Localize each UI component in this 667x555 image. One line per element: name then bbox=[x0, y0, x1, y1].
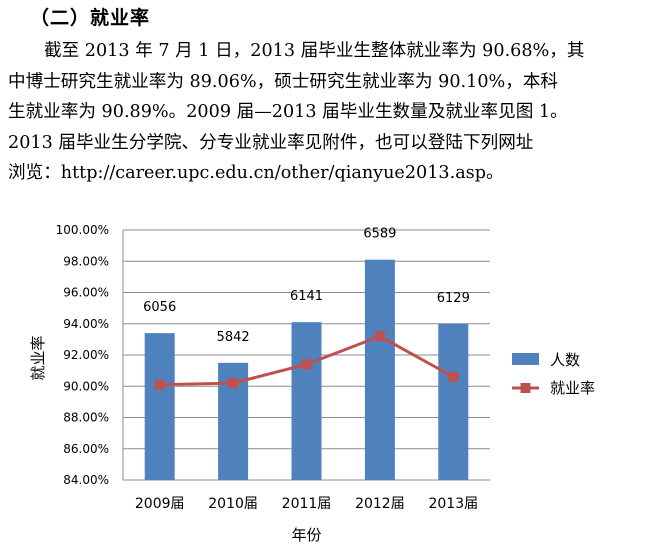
y-tick-label: 84.00% bbox=[63, 473, 109, 487]
bar bbox=[364, 259, 395, 480]
line-marker bbox=[301, 359, 312, 370]
y-tick-label: 86.00% bbox=[63, 442, 109, 456]
bar bbox=[144, 333, 175, 480]
employment-chart: 84.00% 86.00% 88.00% 90.00% 92.00% 94.00% 96.0… bbox=[29, 223, 595, 544]
bar-data-label: 6589 bbox=[363, 227, 396, 242]
x-tick-label: 2013届 bbox=[428, 496, 478, 512]
paragraph-line: 截至 2013 年 7 月 1 日，2013 届毕业生整体就业率为 90.68%… bbox=[44, 41, 585, 61]
bar bbox=[438, 323, 469, 480]
x-tick-label: 2010届 bbox=[208, 496, 258, 512]
bar-data-label: 6129 bbox=[437, 291, 470, 306]
y-tick-label: 98.00% bbox=[63, 254, 109, 268]
line-marker bbox=[374, 331, 385, 342]
y-tick-label: 94.00% bbox=[63, 317, 109, 331]
x-tick-label: 2009届 bbox=[135, 496, 185, 512]
bar-data-label: 6141 bbox=[290, 289, 323, 304]
x-axis-title: 年份 bbox=[291, 526, 321, 544]
bar-data-label: 5842 bbox=[217, 330, 250, 345]
section-heading: （二）就业率 bbox=[30, 7, 151, 29]
x-tick-label: 2012届 bbox=[355, 496, 405, 512]
line-marker bbox=[154, 379, 165, 390]
paragraph-line: 2013 届毕业生分学院、分专业就业率见附件，也可以登陆下列网址 bbox=[8, 132, 534, 153]
legend-swatch bbox=[512, 353, 539, 365]
y-tick-label: 88.00% bbox=[63, 411, 109, 425]
paragraph-line: 生就业率为 90.89%。2009 届—2013 届毕业生数量及就业率见图 1。 bbox=[8, 102, 568, 122]
y-tick-label: 96.00% bbox=[63, 286, 109, 300]
line-marker bbox=[228, 378, 239, 389]
y-tick-label: 100.00% bbox=[56, 223, 109, 237]
x-tick-label: 2011届 bbox=[282, 496, 332, 512]
y-axis-title: 就业率 bbox=[29, 335, 47, 380]
bar-data-label: 6056 bbox=[143, 300, 176, 315]
line-marker bbox=[448, 371, 459, 382]
legend-label: 人数 bbox=[550, 351, 580, 369]
legend-marker bbox=[520, 383, 531, 393]
paragraph-line: 浏览：http://career.upc.edu.cn/other/qianyu… bbox=[8, 163, 504, 183]
body-paragraph: 截至 2013 年 7 月 1 日，2013 届毕业生整体就业率为 90.68%… bbox=[8, 36, 663, 189]
legend-label: 就业率 bbox=[550, 379, 595, 397]
y-tick-label: 90.00% bbox=[63, 379, 109, 393]
y-tick-label: 92.00% bbox=[63, 348, 109, 362]
paragraph-line: 中博士研究生就业率为 89.06%，硕士研究生就业率为 90.10%，本科 bbox=[8, 71, 559, 92]
bar bbox=[291, 322, 322, 480]
